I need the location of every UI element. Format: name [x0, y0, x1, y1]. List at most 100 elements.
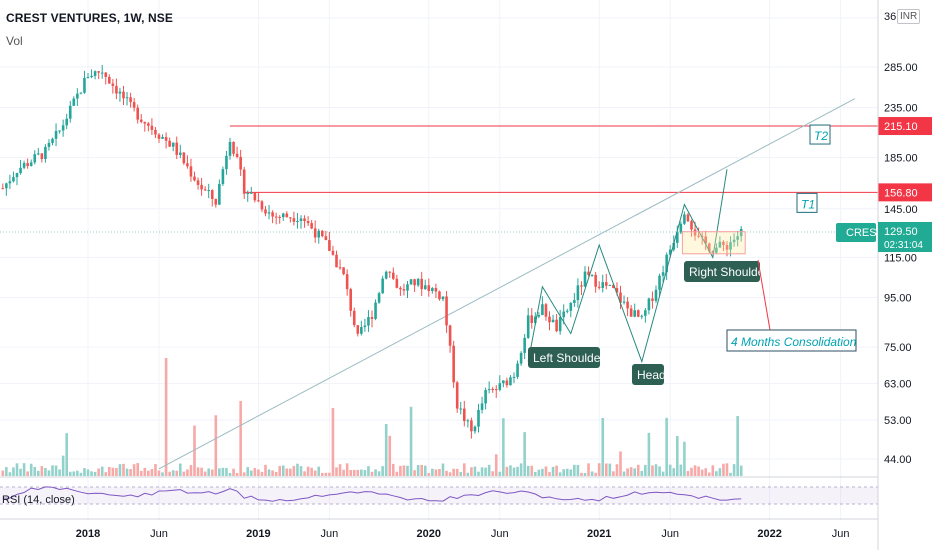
volume-bar	[402, 465, 406, 476]
candle-body	[601, 282, 605, 288]
volume-bar	[37, 470, 40, 476]
volume-bar	[555, 465, 558, 476]
volume-bar	[370, 471, 374, 476]
volume-bar	[661, 471, 665, 476]
volume-bar	[377, 471, 381, 476]
volume-bar	[622, 471, 626, 476]
candle-body	[654, 289, 658, 301]
volume-bar	[615, 464, 619, 476]
currency-button[interactable]: INR	[897, 9, 921, 24]
y-tick-label: 285.00	[884, 62, 918, 74]
candle-body	[399, 287, 402, 290]
x-tick-label: 2019	[246, 528, 270, 540]
volume-bar	[349, 470, 352, 476]
volume-bar	[558, 472, 562, 476]
candle-body	[416, 278, 420, 286]
candle-body	[722, 241, 725, 246]
candle-body	[321, 230, 324, 237]
candle-body	[562, 311, 565, 318]
volume-bar	[491, 471, 494, 476]
volume-bars	[1, 358, 743, 476]
y-tick-label: 95.00	[884, 293, 912, 305]
head-label: Head	[637, 368, 666, 382]
volume-bar	[516, 466, 519, 476]
volume-bar	[285, 468, 289, 476]
volume-bar	[427, 472, 431, 476]
candle-body	[502, 380, 505, 384]
candle-body	[459, 408, 463, 410]
volume-bar	[409, 406, 413, 476]
candle-body	[363, 325, 367, 328]
volume-bar	[321, 472, 324, 476]
candle-body	[345, 274, 349, 290]
candle-body	[367, 317, 370, 326]
candle-body	[335, 254, 338, 268]
candle-body	[5, 183, 8, 189]
candle-body	[125, 97, 129, 99]
candle-body	[108, 76, 111, 84]
target-box-t2	[809, 124, 831, 145]
volume-bar	[324, 472, 328, 476]
candle-body	[651, 298, 654, 301]
candle-body	[235, 153, 239, 157]
candle-body	[718, 241, 722, 248]
volume-bar	[278, 466, 281, 476]
volume-bar	[644, 464, 647, 476]
candle-body	[477, 409, 480, 427]
volume-bar	[342, 469, 345, 476]
volume-bar	[534, 471, 537, 476]
volume-bar	[452, 468, 455, 476]
volume-bar	[250, 470, 253, 476]
y-tick-label: 63.00	[884, 379, 912, 391]
candle-body	[466, 420, 470, 422]
volume-bar	[65, 433, 68, 476]
volume-bar	[246, 467, 250, 476]
candle-body	[61, 125, 65, 131]
volume-bar	[210, 469, 214, 476]
volume-bar	[360, 469, 363, 476]
candle-body	[732, 239, 736, 243]
volume-bar	[47, 470, 51, 476]
volume-bar	[139, 470, 143, 476]
candle-body	[8, 181, 12, 184]
volume-bar	[40, 466, 44, 476]
candle-body	[239, 156, 242, 170]
volume-bar	[505, 466, 509, 476]
volume-bar	[562, 469, 565, 476]
candle-body	[143, 121, 147, 124]
x-tick-label: 2022	[757, 528, 781, 540]
volume-bar	[463, 463, 466, 476]
candle-body	[51, 138, 54, 143]
volume-bar	[395, 471, 399, 476]
volume-bar	[122, 463, 125, 476]
candle-body	[676, 232, 679, 243]
candle-body	[441, 296, 445, 300]
volume-bar	[526, 465, 530, 476]
volume-bar	[580, 472, 583, 476]
x-tick-label: Jun	[150, 528, 168, 540]
candle-body	[65, 118, 68, 126]
y-tick-label: 75.00	[884, 342, 912, 354]
candle-body	[33, 154, 37, 163]
candle-body	[44, 146, 47, 160]
volume-bar	[576, 464, 580, 476]
volume-bar	[423, 465, 427, 476]
candle-body	[161, 137, 164, 139]
candle-body	[68, 105, 72, 119]
volume-bar	[335, 467, 338, 476]
x-tick-label: Jun	[832, 528, 850, 540]
volume-bar	[264, 464, 267, 476]
candle-body	[597, 286, 601, 288]
volume-bar	[5, 467, 8, 476]
trendline	[158, 98, 856, 470]
candle-body	[324, 236, 328, 241]
candle-body	[423, 285, 427, 290]
volume-bar	[725, 463, 729, 476]
candle-body	[377, 293, 381, 303]
volume-bar	[154, 464, 157, 476]
candle-body	[328, 240, 331, 251]
volume-bar	[583, 472, 587, 476]
candle-body	[636, 310, 640, 317]
volume-bar	[175, 470, 179, 476]
